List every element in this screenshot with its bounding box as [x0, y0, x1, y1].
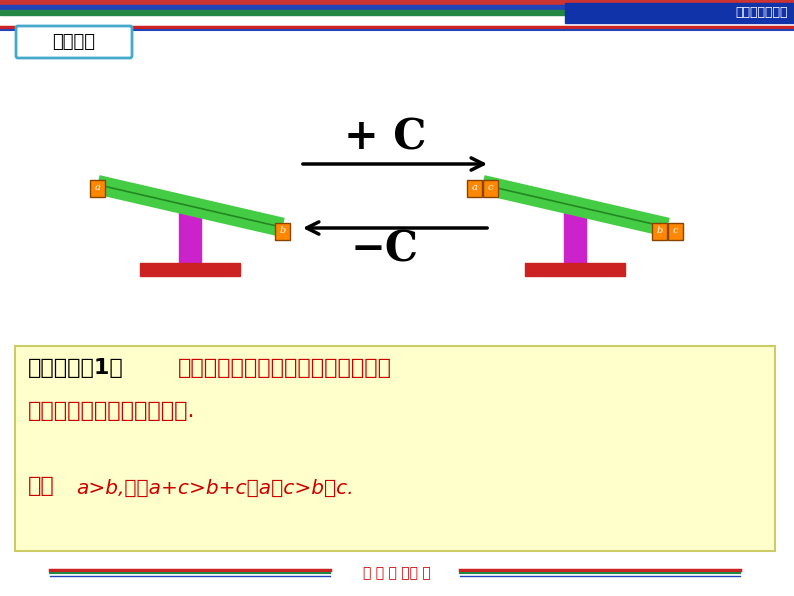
Bar — [15, 346, 775, 551]
Text: b: b — [279, 226, 286, 235]
Text: 如果: 如果 — [28, 476, 55, 496]
Text: a: a — [472, 183, 477, 192]
Text: a>b,那么a+c>b+c，a－c>b－c.: a>b,那么a+c>b+c，a－c>b－c. — [76, 479, 353, 498]
FancyBboxPatch shape — [483, 180, 498, 197]
Bar — [525, 263, 625, 276]
FancyBboxPatch shape — [90, 180, 105, 197]
Text: c: c — [673, 226, 678, 235]
Bar — [0, 0, 794, 5]
FancyBboxPatch shape — [467, 180, 482, 197]
Text: 不等式性质1：: 不等式性质1： — [28, 358, 124, 378]
Text: 制 作 人 ：杨 光: 制 作 人 ：杨 光 — [363, 566, 431, 580]
Text: a: a — [94, 183, 100, 192]
Bar — [0, 10, 794, 15]
Bar — [0, 5, 794, 10]
Text: 式子），不等号的方向不变.: 式子），不等号的方向不变. — [28, 401, 195, 421]
FancyBboxPatch shape — [652, 223, 667, 240]
Bar — [565, 3, 794, 23]
Text: + C: + C — [344, 117, 426, 159]
Text: b: b — [657, 226, 663, 235]
Text: 普宫县罗汉中学: 普宫县罗汉中学 — [735, 7, 788, 20]
FancyBboxPatch shape — [16, 26, 132, 58]
Bar — [179, 206, 201, 264]
Text: 不等式两边加（或减）同一个数（或: 不等式两边加（或减）同一个数（或 — [178, 358, 392, 378]
Bar — [564, 206, 586, 264]
Bar — [140, 263, 240, 276]
Text: 归纳总结: 归纳总结 — [52, 33, 95, 51]
Text: c: c — [488, 183, 493, 192]
FancyBboxPatch shape — [275, 223, 290, 240]
FancyBboxPatch shape — [668, 223, 683, 240]
Text: −C: −C — [351, 229, 419, 271]
